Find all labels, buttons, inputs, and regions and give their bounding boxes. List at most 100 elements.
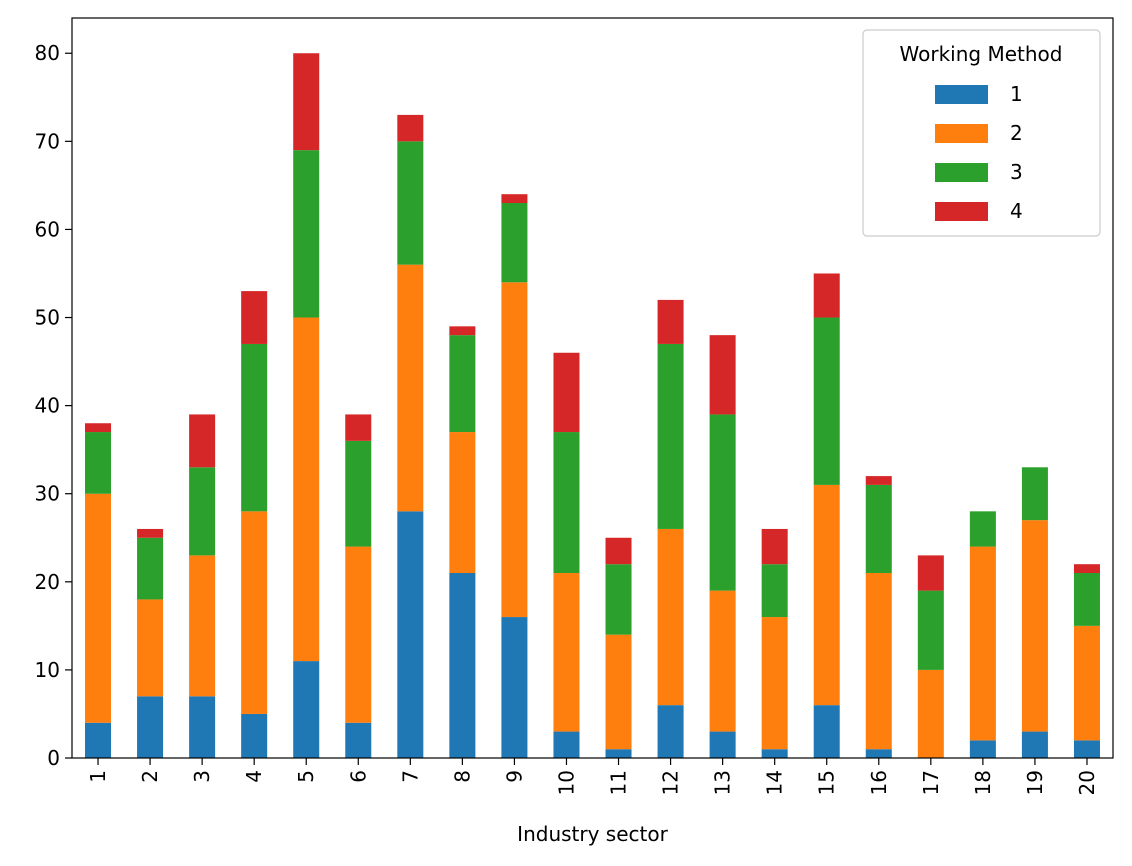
x-tick-label: 7 — [398, 770, 422, 783]
legend-swatch-method-3 — [935, 163, 988, 182]
x-tick-label: 3 — [190, 770, 214, 783]
bar-sector-4-method-2 — [241, 511, 268, 714]
bar-sector-1-method-4 — [85, 423, 112, 433]
bar-sector-18-method-1 — [969, 740, 996, 758]
bar-sector-19-method-3 — [1021, 467, 1048, 521]
bar-sector-16-method-1 — [865, 749, 892, 758]
bar-sector-5-method-2 — [293, 317, 320, 662]
bar-sector-14-method-3 — [761, 564, 788, 618]
bar-sector-20-method-3 — [1073, 573, 1100, 626]
x-tick-label: 17 — [919, 770, 943, 795]
bar-sector-8-method-1 — [449, 573, 476, 758]
bar-sector-6-method-2 — [345, 546, 372, 723]
legend-label-method-2: 2 — [1010, 121, 1023, 145]
x-axis-label: Industry sector — [517, 822, 668, 846]
legend-label-method-1: 1 — [1010, 82, 1023, 106]
bar-sector-4-method-3 — [241, 343, 268, 512]
y-tick-label: 10 — [35, 658, 60, 682]
legend-items: 1 2 3 4 — [935, 82, 1023, 223]
x-tick-label: 12 — [659, 770, 683, 795]
bar-sector-2-method-3 — [137, 537, 164, 600]
bar-sector-10-method-3 — [553, 432, 580, 573]
x-tick-label: 4 — [242, 770, 266, 783]
bar-sector-18-method-2 — [969, 546, 996, 741]
x-tick-label: 5 — [294, 770, 318, 783]
legend-label-method-4: 4 — [1010, 199, 1023, 223]
bar-sector-8-method-4 — [449, 326, 476, 336]
x-axis: 1 2 3 4 5 6 7 8 9 10 11 12 13 14 15 16 17 18 19 20 — [86, 758, 1099, 795]
bar-sector-18-method-3 — [969, 511, 996, 547]
bar-sector-10-method-2 — [553, 573, 580, 732]
bar-sector-9-method-1 — [501, 617, 528, 758]
bar-sector-17-method-4 — [917, 555, 944, 591]
bar-sector-13-method-4 — [709, 335, 736, 415]
bar-sector-7-method-2 — [397, 264, 424, 512]
legend-label-method-3: 3 — [1010, 160, 1023, 184]
bar-sector-3-method-1 — [189, 696, 216, 758]
bar-sector-2-method-4 — [137, 528, 164, 538]
bar-sector-19-method-2 — [1021, 520, 1048, 732]
bar-sector-6-method-1 — [345, 722, 372, 758]
x-tick-label: 13 — [711, 770, 735, 795]
bar-sector-12-method-2 — [657, 528, 684, 706]
bar-sector-3-method-4 — [189, 414, 216, 468]
bar-sector-8-method-2 — [449, 432, 476, 573]
bar-sector-6-method-3 — [345, 440, 372, 547]
y-tick-label: 80 — [35, 41, 60, 65]
bar-sector-14-method-2 — [761, 617, 788, 750]
x-tick-label: 1 — [86, 770, 110, 783]
x-tick-label: 16 — [867, 770, 891, 795]
bar-sector-2-method-2 — [137, 599, 164, 697]
bar-sector-20-method-1 — [1073, 740, 1100, 758]
bar-sector-13-method-1 — [709, 731, 736, 758]
bar-sector-4-method-1 — [241, 713, 268, 758]
x-tick-label: 14 — [763, 770, 787, 795]
bar-sector-20-method-2 — [1073, 625, 1100, 741]
bar-sector-2-method-1 — [137, 696, 164, 758]
bar-sector-12-method-3 — [657, 343, 684, 529]
y-tick-label: 20 — [35, 570, 60, 594]
bar-sector-9-method-3 — [501, 203, 528, 283]
x-tick-label: 10 — [554, 770, 578, 795]
bar-sector-12-method-1 — [657, 705, 684, 758]
x-tick-label: 19 — [1023, 770, 1047, 795]
bar-sector-17-method-3 — [917, 590, 944, 670]
y-tick-label: 60 — [35, 217, 60, 241]
bar-sector-4-method-4 — [241, 291, 268, 344]
legend-swatch-method-4 — [935, 202, 988, 221]
bar-sector-7-method-1 — [397, 511, 424, 758]
bar-sector-19-method-1 — [1021, 731, 1048, 758]
bar-sector-5-method-4 — [293, 53, 320, 151]
bars-layer — [85, 53, 1100, 758]
x-tick-label: 2 — [138, 770, 162, 783]
bar-sector-3-method-2 — [189, 555, 216, 697]
y-tick-label: 0 — [47, 746, 60, 770]
bar-sector-15-method-3 — [813, 317, 840, 485]
bar-sector-14-method-4 — [761, 528, 788, 565]
plot-frame — [71, 17, 1114, 759]
bar-sector-13-method-3 — [709, 414, 736, 591]
bar-sector-13-method-2 — [709, 590, 736, 732]
y-tick-label: 30 — [35, 482, 60, 506]
bar-sector-5-method-3 — [293, 150, 320, 318]
bar-sector-7-method-4 — [397, 114, 424, 142]
x-tick-label: 20 — [1075, 770, 1099, 795]
bar-sector-5-method-1 — [293, 661, 320, 758]
x-tick-label: 9 — [502, 770, 526, 783]
legend-title: Working Method — [900, 42, 1063, 66]
bar-sector-15-method-4 — [813, 273, 840, 318]
bar-sector-16-method-4 — [865, 476, 892, 485]
bar-sector-9-method-4 — [501, 194, 528, 203]
bar-sector-8-method-3 — [449, 335, 476, 433]
bar-sector-3-method-3 — [189, 467, 216, 556]
bar-sector-16-method-3 — [865, 484, 892, 573]
bar-sector-11-method-1 — [605, 749, 632, 758]
bar-sector-11-method-4 — [605, 537, 632, 565]
legend-swatch-method-1 — [935, 85, 988, 104]
bar-sector-9-method-2 — [501, 282, 528, 618]
bar-sector-16-method-2 — [865, 573, 892, 750]
bar-sector-11-method-3 — [605, 564, 632, 635]
bar-sector-15-method-2 — [813, 484, 840, 706]
